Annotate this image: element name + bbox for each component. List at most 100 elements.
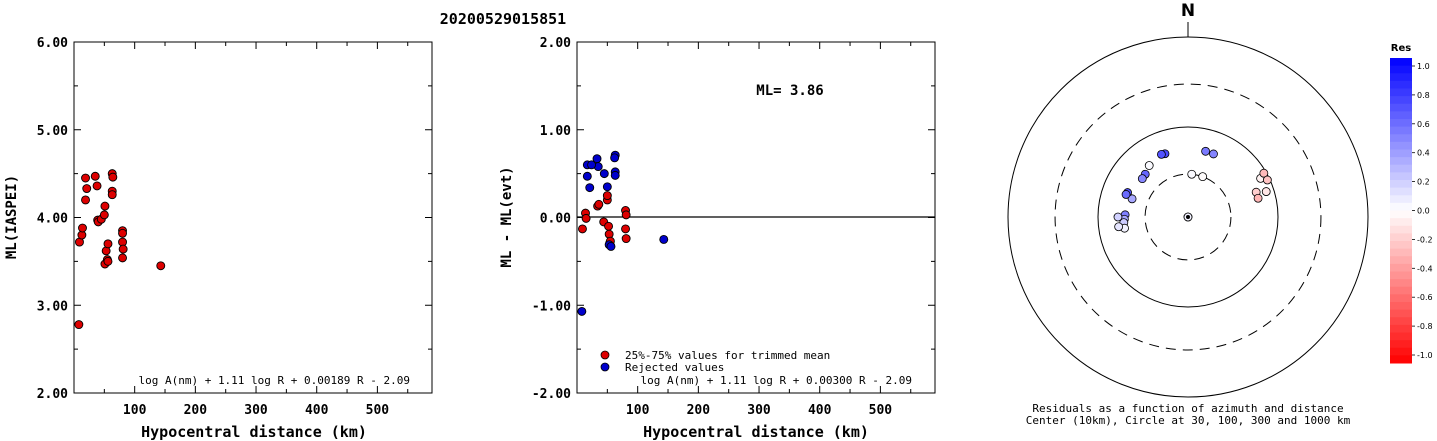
data-point	[118, 228, 127, 238]
residual-point	[1259, 168, 1269, 178]
data-point	[100, 201, 110, 211]
colorbar-tick-label: 0.2	[1417, 178, 1430, 187]
colorbar-segment	[1390, 88, 1412, 97]
figure-title: 20200529015851	[440, 10, 566, 28]
residual-point	[1127, 194, 1137, 204]
data-point	[621, 210, 631, 220]
y-axis-label-1: ML(IASPEI)	[4, 175, 20, 259]
x-tick-label: 100	[123, 403, 147, 418]
residual-point	[1262, 175, 1272, 185]
plot-frame-1	[73, 41, 433, 394]
colorbar-segment	[1390, 302, 1412, 311]
distance-ring	[1007, 36, 1369, 398]
data-point	[578, 224, 587, 234]
distance-ring	[1054, 83, 1322, 351]
colorbar-segment	[1390, 195, 1412, 204]
y-tick-label: 3.00	[37, 299, 68, 314]
colorbar-segment	[1390, 241, 1412, 250]
colorbar-segment	[1390, 309, 1412, 318]
colorbar-segment	[1390, 134, 1412, 143]
data-point	[602, 182, 612, 192]
x-tick-label: 500	[869, 403, 893, 418]
colorbar-segment	[1390, 202, 1412, 211]
colorbar-segment	[1390, 111, 1412, 120]
residual-point	[1198, 172, 1208, 182]
colorbar-tick-label: -0.8	[1417, 322, 1433, 331]
x-tick-label: 300	[244, 403, 268, 418]
colorbar-segment	[1390, 263, 1412, 272]
colorbar-tick-label: 0.4	[1417, 149, 1430, 158]
y-tick-label: 0.00	[540, 212, 571, 227]
formula-2: log A(nm) + 1.11 log R + 0.00300 R - 2.0…	[640, 374, 912, 387]
x-tick-label: 400	[305, 403, 329, 418]
data-point	[599, 169, 609, 179]
y-tick-label: -2.00	[532, 387, 571, 402]
epicenter-dot	[1186, 215, 1190, 219]
colorbar-segment	[1390, 141, 1412, 150]
data-point	[606, 242, 616, 251]
data-point	[74, 320, 84, 330]
colorbar-tick-label: -1.0	[1417, 351, 1433, 360]
distance-ring	[1144, 173, 1232, 261]
colorbar-segment	[1390, 58, 1412, 67]
data-point	[659, 234, 669, 244]
colorbar-tick-label: 1.0	[1417, 62, 1430, 71]
y-axis-label-2: ML - ML(evt)	[499, 166, 515, 267]
colorbar-segment	[1390, 317, 1412, 326]
distance-rings	[1007, 36, 1369, 398]
residual-vs-distance-panel: ML - ML(evt) Hypocentral distance (km) M…	[499, 36, 936, 441]
data-point	[582, 171, 592, 181]
colorbar-segment	[1390, 172, 1412, 181]
colorbar-segment	[1390, 218, 1412, 227]
data-point	[621, 234, 631, 244]
polar-points	[1113, 146, 1272, 233]
colorbar-segment	[1390, 164, 1412, 173]
colorbar: 1.0 0.8 0.6 0.4 0.2 0.0 -0.2 -0.4 -0.6 -0.8 -1.0	[1390, 58, 1433, 364]
points-2	[577, 150, 669, 316]
x-tick-label: 400	[808, 403, 832, 418]
data-point	[81, 173, 90, 183]
residual-point	[1209, 149, 1218, 159]
colorbar-segment	[1390, 65, 1412, 74]
colorbar-segment	[1390, 225, 1412, 234]
data-point	[604, 221, 614, 231]
x-ticks-1: 100 200 300 400 500	[103, 42, 409, 418]
legend-label-rejected: Rejected values	[625, 361, 724, 374]
colorbar-segment	[1390, 80, 1412, 89]
colorbar-segment	[1390, 324, 1412, 333]
colorbar-segment	[1390, 96, 1412, 105]
data-point	[585, 183, 595, 193]
y-ticks-2: -2.00 -1.00 0.00 1.00 2.00	[532, 36, 935, 402]
colorbar-tick-label: 0.8	[1417, 91, 1430, 100]
residual-point	[1121, 190, 1131, 199]
data-point	[621, 224, 630, 234]
residual-point	[1144, 161, 1154, 170]
colorbar-segment	[1390, 256, 1412, 265]
residual-point	[1261, 187, 1271, 196]
data-point	[103, 239, 113, 249]
residual-point	[1157, 149, 1166, 159]
x-ticks-2: 100 200 300 400 500	[606, 42, 912, 418]
data-point	[118, 244, 128, 254]
data-point	[594, 199, 604, 209]
colorbar-segment	[1390, 233, 1412, 242]
data-point	[107, 190, 117, 200]
y-tick-label: 2.00	[540, 36, 571, 51]
colorbar-segment	[1390, 73, 1412, 82]
data-point	[118, 253, 127, 263]
data-point	[577, 306, 587, 316]
colorbar-tick-label: -0.2	[1417, 235, 1433, 244]
x-tick-label: 200	[687, 403, 711, 418]
residual-point	[1253, 193, 1263, 203]
residual-point	[1137, 174, 1147, 184]
colorbar-segment	[1390, 271, 1412, 280]
data-point	[103, 256, 113, 266]
colorbar-tick-label: -0.4	[1417, 264, 1433, 273]
x-axis-label-1: Hypocentral distance (km)	[141, 423, 367, 441]
x-tick-label: 500	[366, 403, 390, 418]
data-point	[156, 261, 166, 271]
legend-marker-trimmed	[600, 350, 610, 360]
ml-annotation: ML= 3.86	[756, 83, 823, 99]
data-point	[82, 184, 92, 193]
